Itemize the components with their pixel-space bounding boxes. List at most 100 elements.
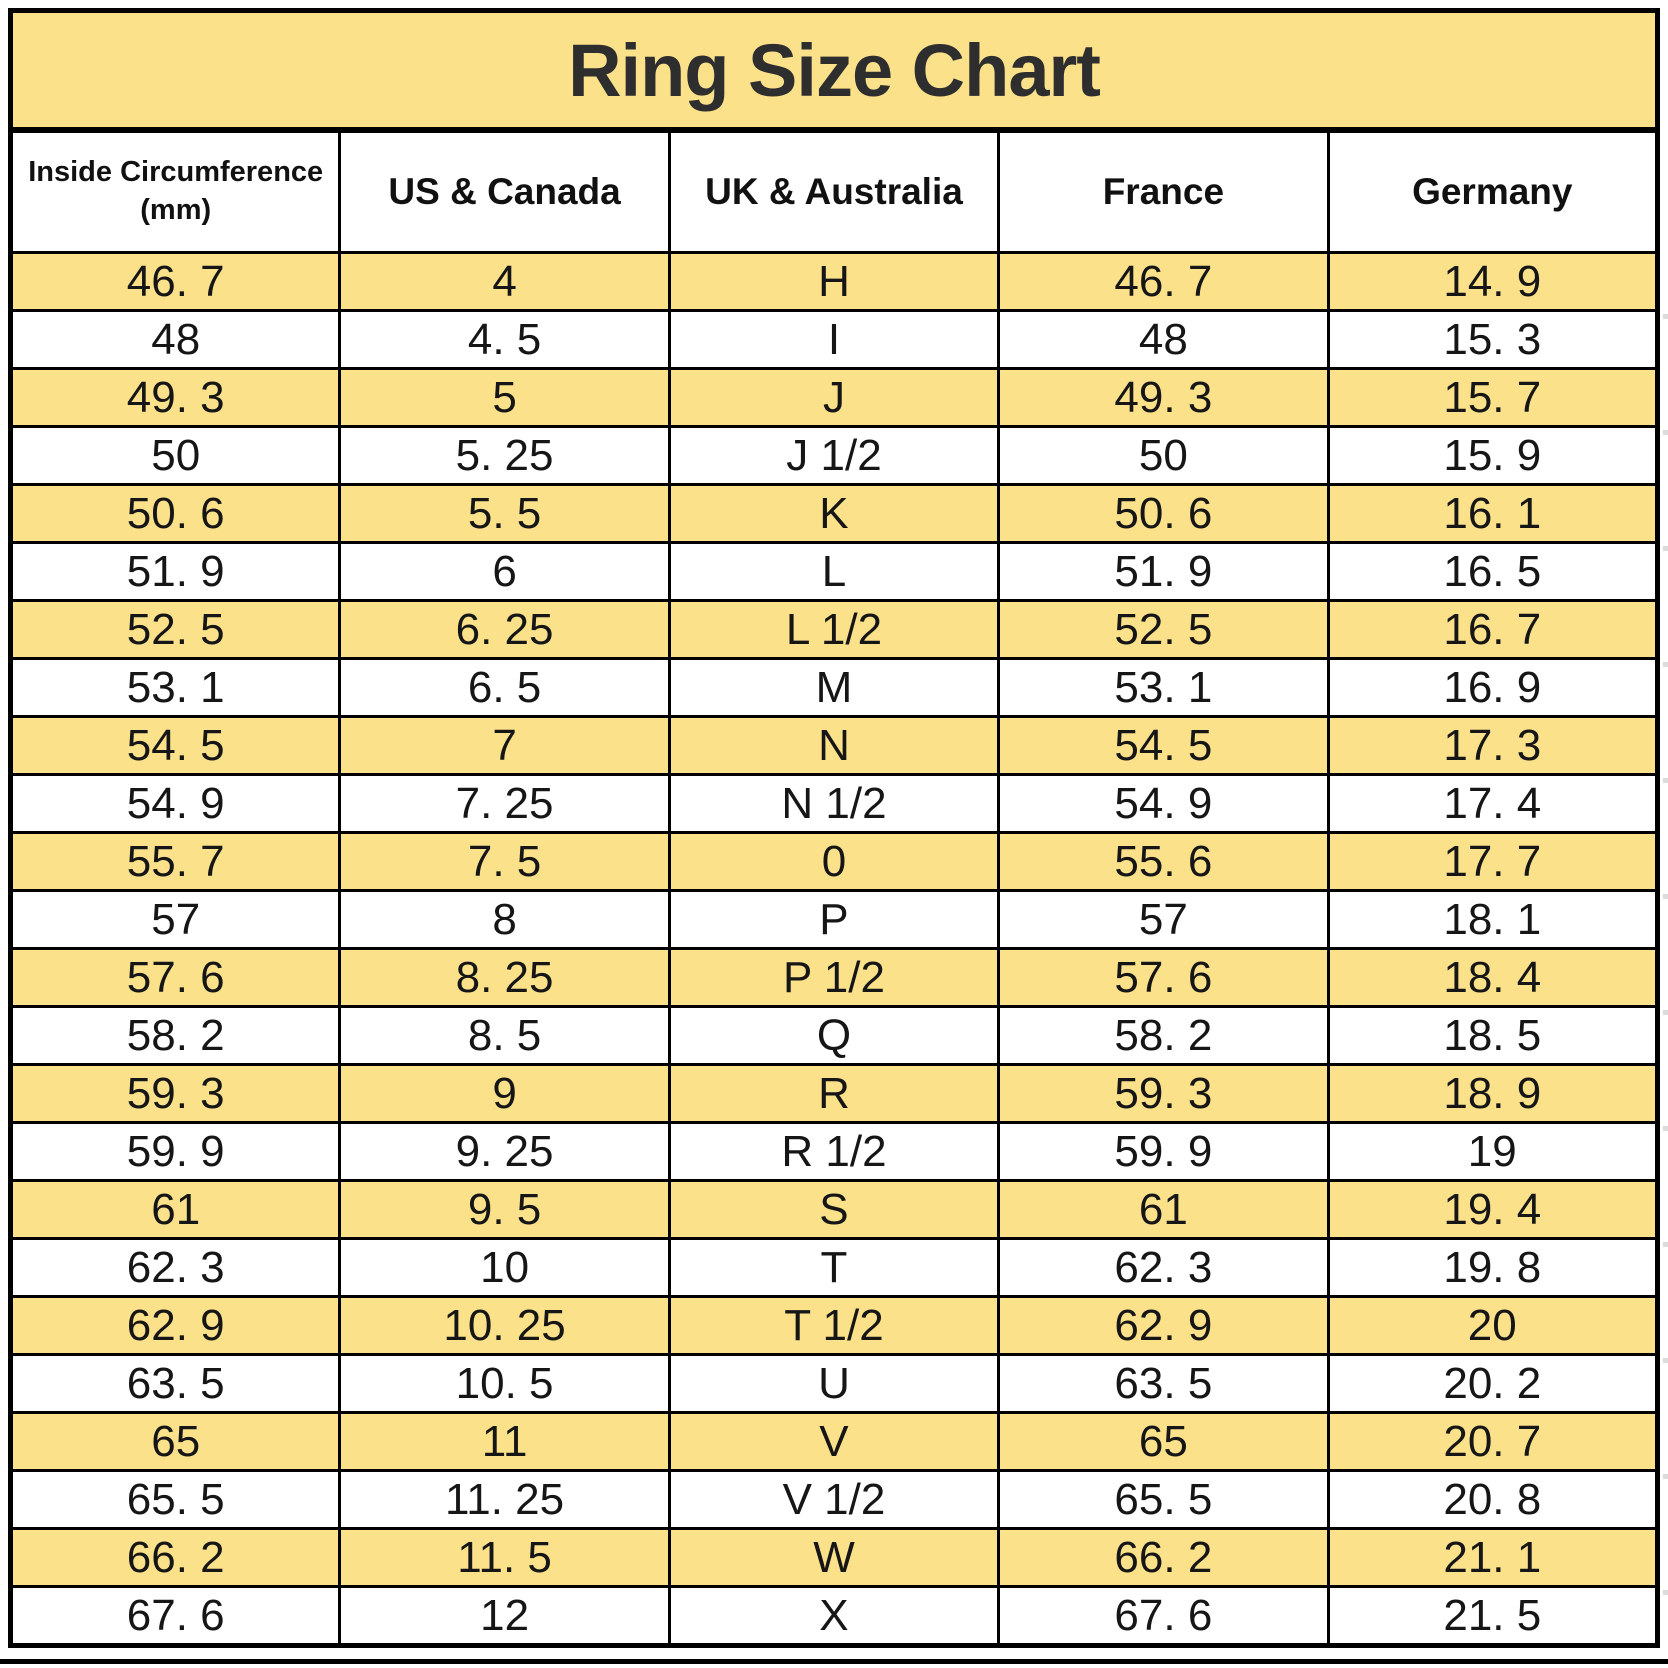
table-cell: 21. 5	[1326, 1585, 1660, 1647]
table-row: 49. 3 5 J 49. 3 15. 7	[8, 367, 1660, 428]
table-body: 46. 7 4 H 46. 7 14. 9 48 4. 5 I 48 15. 3 49. 3 5 J 49…	[8, 251, 1660, 1647]
bottom-divider-line	[0, 1659, 1668, 1664]
table-row: 50 5. 25 J 1/2 50 15. 9	[8, 425, 1660, 486]
table-cell: 6. 25	[338, 599, 671, 660]
table-row: 54. 9 7. 25 N 1/2 54. 9 17. 4	[8, 773, 1660, 834]
table-cell: 49. 3	[8, 367, 342, 428]
table-cell: 50. 6	[997, 483, 1330, 544]
table-cell: 15. 7	[1326, 367, 1660, 428]
table-cell: 63. 5	[8, 1353, 342, 1414]
table-cell: 48	[997, 309, 1330, 370]
table-row: 58. 2 8. 5 Q 58. 2 18. 5	[8, 1005, 1660, 1066]
table-cell: 53. 1	[997, 657, 1330, 718]
column-header: US & Canada	[338, 128, 671, 254]
table-cell: 51. 9	[997, 541, 1330, 602]
table-cell: 4	[338, 251, 671, 312]
table-cell: 46. 7	[8, 251, 342, 312]
table-cell: 20. 7	[1326, 1411, 1660, 1472]
table-row: 53. 1 6. 5 M 53. 1 16. 9	[8, 657, 1660, 718]
table-row: 57 8 P 57 18. 1	[8, 889, 1660, 950]
table-cell: 0	[667, 831, 1001, 892]
table-cell: P 1/2	[667, 947, 1001, 1008]
column-header: Inside Circumference (mm)	[8, 128, 342, 254]
table-cell: 20	[1326, 1295, 1660, 1356]
table-cell: 18. 9	[1326, 1063, 1660, 1124]
table-cell: J 1/2	[667, 425, 1001, 486]
table-cell: 11. 5	[338, 1527, 671, 1588]
ring-size-table: Ring Size Chart Inside Circumference (mm…	[8, 8, 1660, 1648]
table-row: 63. 5 10. 5 U 63. 5 20. 2	[8, 1353, 1660, 1414]
table-cell: W	[667, 1527, 1001, 1588]
table-cell: M	[667, 657, 1001, 718]
table-cell: X	[667, 1585, 1001, 1647]
table-cell: S	[667, 1179, 1001, 1240]
table-cell: 66. 2	[8, 1527, 342, 1588]
table-cell: 17. 3	[1326, 715, 1660, 776]
table-cell: 59. 9	[997, 1121, 1330, 1182]
table-cell: 48	[8, 309, 342, 370]
table-cell: 18. 4	[1326, 947, 1660, 1008]
table-cell: 66. 2	[997, 1527, 1330, 1588]
table-cell: 57	[8, 889, 342, 950]
table-head: Ring Size Chart Inside Circumference (mm…	[8, 9, 1660, 254]
table-cell: L	[667, 541, 1001, 602]
table-row: 66. 2 11. 5 W 66. 2 21. 1	[8, 1527, 1660, 1588]
table-cell: K	[667, 483, 1001, 544]
table-cell: Q	[667, 1005, 1001, 1066]
table-cell: 50	[997, 425, 1330, 486]
table-cell: 59. 3	[997, 1063, 1330, 1124]
table-cell: 21. 1	[1326, 1527, 1660, 1588]
table-cell: 54. 9	[8, 773, 342, 834]
right-edge-artifact	[1663, 314, 1668, 1650]
table-cell: T	[667, 1237, 1001, 1298]
table-row: 62. 3 10 T 62. 3 19. 8	[8, 1237, 1660, 1298]
table-cell: N 1/2	[667, 773, 1001, 834]
table-cell: R	[667, 1063, 1001, 1124]
table-row: 55. 7 7. 5 0 55. 6 17. 7	[8, 831, 1660, 892]
table-row: 65 11 V 65 20. 7	[8, 1411, 1660, 1472]
table-row: 59. 3 9 R 59. 3 18. 9	[8, 1063, 1660, 1124]
table-row: 50. 6 5. 5 K 50. 6 16. 1	[8, 483, 1660, 544]
table-cell: 57. 6	[8, 947, 342, 1008]
table-cell: 65. 5	[997, 1469, 1330, 1530]
table-cell: U	[667, 1353, 1001, 1414]
table-cell: 15. 3	[1326, 309, 1660, 370]
table-cell: L 1/2	[667, 599, 1001, 660]
table-cell: P	[667, 889, 1001, 950]
table-cell: 10. 5	[338, 1353, 671, 1414]
table-cell: 17. 4	[1326, 773, 1660, 834]
table-cell: 4. 5	[338, 309, 671, 370]
title-row: Ring Size Chart	[9, 9, 1659, 133]
table-cell: 5	[338, 367, 671, 428]
table-cell: 61	[8, 1179, 342, 1240]
table-cell: 7. 5	[338, 831, 671, 892]
table-cell: 53. 1	[8, 657, 342, 718]
table-cell: 52. 5	[8, 599, 342, 660]
table-cell: 46. 7	[997, 251, 1330, 312]
table-cell: T 1/2	[667, 1295, 1001, 1356]
table-cell: 17. 7	[1326, 831, 1660, 892]
table-row: 46. 7 4 H 46. 7 14. 9	[8, 251, 1660, 312]
table-cell: 62. 3	[8, 1237, 342, 1298]
table-row: 65. 5 11. 25 V 1/2 65. 5 20. 8	[8, 1469, 1660, 1530]
table-cell: 59. 3	[8, 1063, 342, 1124]
table-cell: 57. 6	[997, 947, 1330, 1008]
table-row: 54. 5 7 N 54. 5 17. 3	[8, 715, 1660, 776]
column-header: France	[997, 128, 1330, 254]
table-row: 62. 9 10. 25 T 1/2 62. 9 20	[8, 1295, 1660, 1356]
table-cell: N	[667, 715, 1001, 776]
header-row: Inside Circumference (mm) US & Canada UK &…	[8, 128, 1660, 254]
table-cell: 6. 5	[338, 657, 671, 718]
table-cell: 54. 5	[8, 715, 342, 776]
table-row: 52. 5 6. 25 L 1/2 52. 5 16. 7	[8, 599, 1660, 660]
table-cell: 7. 25	[338, 773, 671, 834]
table-cell: 59. 9	[8, 1121, 342, 1182]
table-cell: 11	[338, 1411, 671, 1472]
table-cell: 9. 25	[338, 1121, 671, 1182]
table-cell: 19	[1326, 1121, 1660, 1182]
table-cell: 55. 6	[997, 831, 1330, 892]
table-cell: 16. 1	[1326, 483, 1660, 544]
table-cell: 58. 2	[997, 1005, 1330, 1066]
table-cell: 63. 5	[997, 1353, 1330, 1414]
